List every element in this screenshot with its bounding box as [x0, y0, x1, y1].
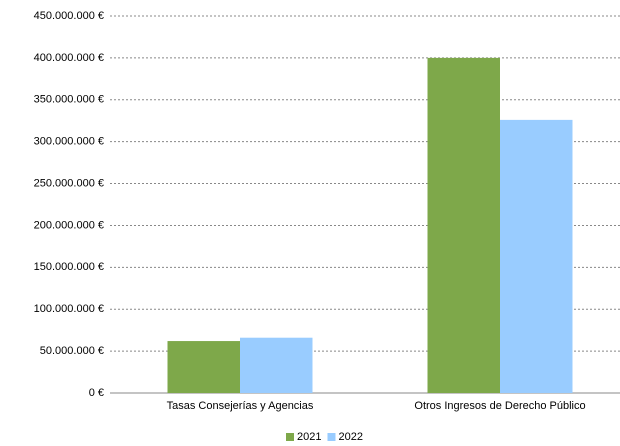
legend-swatch — [327, 433, 336, 441]
y-tick-label: 150.000.000 € — [34, 261, 104, 273]
y-tick-label: 200.000.000 € — [34, 219, 104, 231]
y-tick-label: 250.000.000 € — [34, 177, 104, 189]
y-tick-label: 350.000.000 € — [34, 94, 104, 106]
y-tick-label: 0 € — [89, 387, 104, 399]
legend-swatch — [286, 433, 294, 441]
x-tick-label: Tasas Consejerías y Agencias — [167, 400, 314, 412]
bar — [240, 337, 313, 393]
y-tick-label: 50.000.000 € — [40, 345, 104, 357]
x-tick-label: Otros Ingresos de Derecho Público — [414, 400, 585, 412]
y-tick-label: 300.000.000 € — [34, 136, 104, 148]
y-tick-label: 450.000.000 € — [34, 10, 104, 22]
bar — [427, 57, 500, 394]
bar — [167, 341, 240, 393]
legend-label: 2022 — [338, 431, 362, 443]
y-tick-label: 400.000.000 € — [34, 52, 104, 64]
legend-label: 2021 — [297, 431, 321, 443]
y-tick-label: 100.000.000 € — [34, 303, 104, 315]
bar — [500, 119, 573, 393]
